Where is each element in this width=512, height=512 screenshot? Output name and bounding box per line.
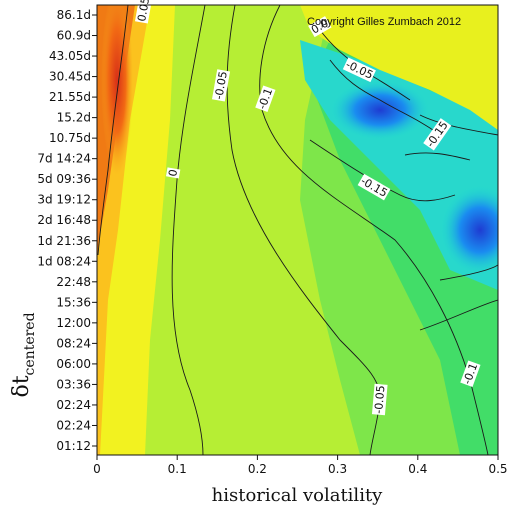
y-tick-label: 10.75d [49, 131, 91, 145]
y-tick-label: 60.9d [57, 29, 91, 43]
contour-label-bg [357, 173, 391, 201]
y-tick-label: 01:12 [56, 439, 91, 453]
y-tick-label: 15:36 [56, 295, 91, 309]
x-tick-label: 0.5 [488, 462, 507, 476]
contour-neg0.15-right [439, 264, 498, 281]
y-tick-label: 86.1d [57, 8, 91, 22]
y-axis: 86.1d 60.9d 43.05d 30.45d 21.55d 15.2d 10.75d 7… [37, 8, 97, 453]
contour-label-bg [165, 167, 181, 179]
y-axis-label: δtcentered [9, 312, 38, 397]
y-tick-label: 1d 08:24 [37, 254, 91, 268]
y-tick-label: 3d 19:12 [37, 193, 91, 207]
svg-text:δtcentered: δtcentered [9, 312, 38, 397]
x-tick-label: 0 [93, 462, 101, 476]
y-axis-label-sub: centered [22, 312, 38, 375]
contour-0 [171, 5, 206, 455]
y-tick-label: 43.05d [49, 49, 91, 63]
x-axis-label: historical volatility [212, 485, 384, 506]
contour-label-bg [460, 360, 481, 387]
copyright-annotation: Copyright Gilles Zumbach 2012 [307, 16, 461, 28]
y-tick-label: 7d 14:24 [37, 152, 91, 166]
contour-label-bg [308, 16, 332, 38]
x-axis: 0 0.1 0.2 0.3 0.4 0.5 [93, 455, 508, 476]
contour-lines [97, 5, 498, 455]
y-tick-label: 02:24 [56, 398, 91, 412]
contour-label: -0.05 [212, 70, 230, 100]
contour-label-bg [371, 383, 388, 416]
heatmap-field [97, 5, 498, 455]
contour-neg0.1-top [329, 59, 441, 136]
y-tick-label: 21.55d [49, 90, 91, 104]
contour-label-bg [342, 57, 376, 83]
contour-label: 0.05 [135, 0, 152, 23]
x-tick-label: 0.4 [408, 462, 427, 476]
y-tick-label: 15.2d [57, 111, 91, 125]
plot-frame [96, 4, 499, 456]
y-tick-label: 02:24 [56, 418, 91, 432]
y-axis-label-main: δt [9, 375, 34, 397]
y-tick-label: 12:00 [56, 316, 91, 330]
heatmap-blue-core-right [440, 185, 498, 275]
y-tick-label: 08:24 [56, 336, 91, 350]
contour-blue-edge [419, 114, 498, 136]
contour-neg0.1-left [259, 5, 489, 455]
contour-label-bg [255, 85, 276, 112]
y-tick-label: 2d 16:48 [37, 213, 91, 227]
heatmap-corner-region [300, 5, 498, 130]
contour-label: 0 [166, 168, 180, 177]
contour-label-bg [134, 0, 153, 24]
heatmap-blue-core-top [330, 80, 430, 140]
y-tick-label: 1d 21:36 [37, 234, 91, 248]
x-tick-label: 0.3 [328, 462, 347, 476]
contour-label: -0.05 [372, 385, 387, 414]
contour-label-bg [423, 118, 452, 151]
y-tick-label: 03:36 [56, 377, 91, 391]
contour-neg0.15 [309, 139, 456, 202]
contour-labels: 0.05 0 -0.05 -0.1 -0.15 -0.05 -0.05 -0.1… [134, 0, 481, 416]
y-tick-label: 5d 09:36 [37, 172, 91, 186]
y-tick-label: 22:48 [56, 275, 91, 289]
contour-neg0.1-right [419, 299, 498, 331]
x-tick-label: 0.2 [248, 462, 267, 476]
y-tick-label: 06:00 [56, 357, 91, 371]
y-tick-label: 30.45d [49, 70, 91, 84]
contour-label-bg [211, 69, 231, 102]
contour-blue-bottom [404, 152, 471, 161]
x-tick-label: 0.1 [168, 462, 187, 476]
contour-0.05 [97, 5, 129, 256]
